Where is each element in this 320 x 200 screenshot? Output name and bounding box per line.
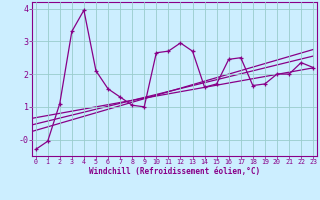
X-axis label: Windchill (Refroidissement éolien,°C): Windchill (Refroidissement éolien,°C) — [89, 167, 260, 176]
